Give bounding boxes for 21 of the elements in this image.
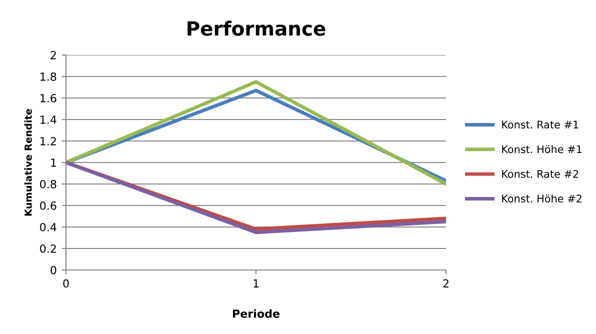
y-tick-label: 0.2: [40, 244, 56, 253]
x-axis-title: Periode: [232, 309, 280, 318]
y-tick-label: 1.2: [40, 136, 56, 146]
legend-label: Konst. Rate #2: [502, 170, 578, 178]
chart-title: Performance: [188, 20, 326, 36]
x-tick-label: 2: [443, 279, 448, 288]
legend-label: Konst. Höhe #2: [502, 194, 582, 203]
y-tick-label: 0.4: [40, 222, 56, 232]
y-tick-label: 0: [50, 266, 56, 274]
y-tick-label: 0.8: [40, 180, 56, 188]
y-tick-label: 1.6: [40, 94, 56, 102]
y-axis-title: Kumulative Rendite: [24, 108, 32, 216]
x-tick-label: 1: [254, 279, 259, 288]
y-tick-label: 2: [50, 50, 56, 60]
y-tick-label: 1.8: [40, 72, 56, 81]
y-tick-label: 1.4: [40, 116, 56, 124]
y-tick-label: 1: [51, 158, 56, 167]
y-tick-label: 0.6: [40, 201, 56, 210]
x-tick-label: 0: [63, 279, 69, 288]
legend-label: Konst. Rate #1: [502, 120, 578, 129]
legend-label: Konst. Höhe #1: [502, 145, 582, 154]
